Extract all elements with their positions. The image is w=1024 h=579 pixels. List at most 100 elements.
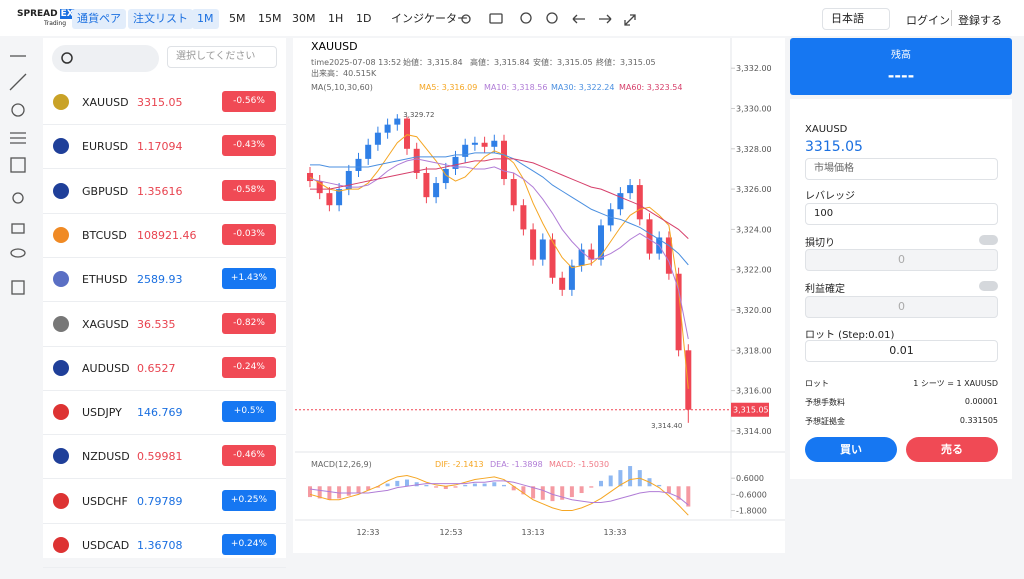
- tool-pattern[interactable]: [10, 157, 26, 173]
- candle-body: [316, 181, 323, 194]
- macd-bar: [463, 484, 468, 487]
- interval[interactable]: 1H: [328, 12, 344, 25]
- time-label: 12:33: [356, 528, 379, 537]
- order-symbol: XAUUSD: [805, 124, 848, 135]
- interval[interactable]: 30M: [292, 12, 316, 25]
- language-select[interactable]: 日本語: [822, 8, 890, 30]
- ma-legend: MA5: 3,316.09: [419, 83, 477, 92]
- toolbar-icons: [461, 12, 636, 26]
- symbol[interactable]: USDJPY: [82, 406, 122, 420]
- indicator-button[interactable]: インジケーター: [391, 12, 468, 25]
- sell-button[interactable]: 売る: [906, 437, 998, 462]
- chart-panel: [293, 38, 785, 553]
- macd-bar: [337, 486, 342, 499]
- register[interactable]: 登録する: [958, 14, 1002, 27]
- divider: [951, 10, 952, 26]
- candle-body: [598, 225, 604, 260]
- last-price-badge: [731, 402, 769, 417]
- symbol[interactable]: XAUUSD: [82, 96, 129, 109]
- tab[interactable]: 注文リスト: [128, 9, 193, 29]
- macd-bar: [492, 482, 497, 487]
- order-type-select[interactable]: 市場価格: [805, 158, 998, 180]
- macd-bar: [589, 486, 594, 488]
- min-label: 3,314.40: [651, 422, 682, 430]
- search-icon: [61, 52, 73, 64]
- tool-ray[interactable]: [9, 73, 27, 91]
- macd-bar: [443, 486, 448, 489]
- camera-icon[interactable]: [489, 13, 503, 24]
- symbol[interactable]: XAGUSD: [82, 317, 129, 331]
- interval[interactable]: 1D: [356, 12, 372, 25]
- chart-title: XAUUSD: [311, 40, 358, 53]
- symbol[interactable]: AUDUSD: [82, 361, 130, 375]
- balance: ----: [887, 66, 915, 85]
- symbol[interactable]: GBPUSD: [82, 184, 129, 198]
- candle-body: [481, 142, 488, 147]
- right-icon[interactable]: [599, 14, 612, 24]
- candle-body: [636, 185, 643, 220]
- volume: 出来高：40.515K: [311, 68, 377, 78]
- tool-circle[interactable]: [11, 103, 25, 117]
- take-profit-input[interactable]: 0: [805, 296, 998, 318]
- stop-loss-toggle[interactable]: [979, 235, 998, 245]
- change: -0.24%: [222, 356, 276, 378]
- order-price: 3315.05: [805, 139, 863, 155]
- settings-icon[interactable]: [461, 14, 471, 24]
- symbol[interactable]: ETHUSD: [82, 273, 128, 287]
- symbol[interactable]: USDCHF: [82, 494, 128, 508]
- zoom-out-icon[interactable]: [546, 12, 558, 24]
- ohlc-info: 高値：3,315.84: [470, 57, 530, 67]
- tool-trash[interactable]: [11, 280, 25, 295]
- macd-bar: [531, 486, 536, 499]
- buy-button[interactable]: 買い: [805, 437, 897, 462]
- macd-bar: [405, 479, 409, 487]
- zoom-in-icon[interactable]: [520, 12, 532, 24]
- flag: [53, 138, 69, 155]
- price: 3315.05: [137, 96, 183, 109]
- macd-bar: [608, 475, 613, 487]
- symbol-select[interactable]: 選択してください: [167, 46, 277, 68]
- lot-input[interactable]: 0.01: [805, 340, 998, 362]
- macd-title: MACD(12,26,9): [311, 460, 372, 469]
- symbol[interactable]: BTCUSD: [82, 228, 127, 242]
- take-profit-toggle[interactable]: [979, 281, 998, 291]
- candle-body: [326, 193, 333, 206]
- fullscreen-icon[interactable]: [624, 14, 636, 26]
- tool-fib[interactable]: [10, 132, 26, 144]
- y-tick-label: 3,314.00: [736, 427, 772, 436]
- price: 2589.93: [137, 273, 183, 287]
- symbol[interactable]: USDCAD: [82, 539, 130, 552]
- symbol[interactable]: NZDUSD: [82, 450, 130, 464]
- interval[interactable]: 15M: [258, 12, 282, 25]
- macd-bar: [618, 470, 623, 487]
- symbol[interactable]: EURUSD: [82, 140, 129, 154]
- candle-body: [588, 249, 595, 260]
- candle-body: [578, 249, 585, 266]
- macd-bar: [511, 486, 516, 491]
- leverage-select[interactable]: 100: [805, 203, 998, 225]
- macd-bar: [676, 486, 681, 500]
- ma-title: MA(5,10,30,60): [311, 83, 373, 92]
- row-divider: [43, 345, 286, 347]
- candle-body: [374, 132, 381, 145]
- macd-bar: [356, 486, 361, 494]
- tool-lock[interactable]: [11, 223, 25, 234]
- left-icon[interactable]: [572, 14, 585, 24]
- price: 1.35616: [137, 184, 183, 198]
- login[interactable]: ログイン: [906, 14, 950, 27]
- chart: XAUUSD 出来高：40.515K MA(5,10,30,60) MACD(1…: [295, 38, 785, 537]
- search-box[interactable]: [52, 45, 159, 72]
- macd-bar: [317, 486, 322, 499]
- stop-loss-input[interactable]: 0: [805, 249, 998, 271]
- logo[interactable]: SPREAD EX: [17, 9, 75, 19]
- tool-eye[interactable]: [10, 248, 26, 258]
- interval[interactable]: 1M: [192, 9, 219, 29]
- leverage-label: レバレッジ: [805, 191, 855, 202]
- tab[interactable]: 通貨ペア: [72, 9, 126, 29]
- tool-magnet[interactable]: [12, 192, 24, 204]
- interval[interactable]: 5M: [229, 12, 246, 25]
- row-divider: [43, 567, 286, 568]
- macd-bar: [560, 486, 565, 500]
- macd-bar: [366, 486, 371, 491]
- y-tick-label: 3,320.00: [736, 306, 772, 315]
